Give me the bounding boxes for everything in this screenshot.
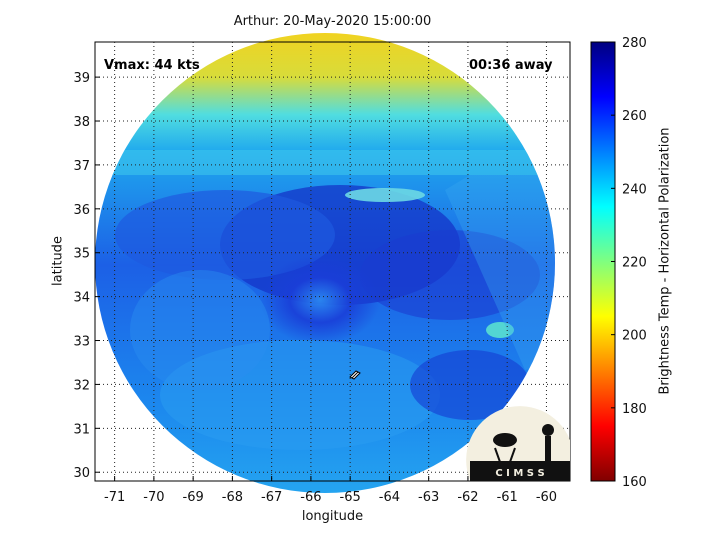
x-axis-ticks: -71 -70 -69 -68 -67 -66 -65 -64 -63 -62 -61 -60 <box>104 476 557 505</box>
y-tick-label: 38 <box>73 115 90 130</box>
vmax-label: Vmax: 44 kts <box>104 58 200 73</box>
y-axis-label: latitude <box>50 236 66 286</box>
x-tick-label: -61 <box>497 490 518 505</box>
colorbar-tick-label: 160 <box>622 475 647 490</box>
y-tick-label: 36 <box>73 203 90 218</box>
y-tick-label: 31 <box>73 422 90 437</box>
colorbar-ticks: 160 180 200 220 240 260 280 <box>611 36 647 490</box>
colorbar-label: Brightness Temp - Horizontal Polarizatio… <box>657 127 673 395</box>
x-tick-label: -67 <box>261 490 282 505</box>
y-tick-label: 30 <box>73 466 90 481</box>
x-tick-label: -69 <box>183 490 204 505</box>
y-tick-label: 39 <box>73 71 90 86</box>
y-tick-label: 32 <box>73 378 90 393</box>
colorbar-tick-label: 180 <box>622 402 647 417</box>
colorbar-tick-label: 260 <box>622 109 647 124</box>
y-axis-ticks: 30 31 32 33 34 35 36 37 38 39 <box>73 71 100 481</box>
x-tick-label: -60 <box>536 490 557 505</box>
colorbar-tick-label: 200 <box>622 329 647 344</box>
cimss-logo: C I M S S <box>466 406 570 481</box>
figure-title: Arthur: 20-May-2020 15:00:00 <box>233 14 432 29</box>
storm-center-icon <box>349 370 361 380</box>
x-tick-label: -68 <box>222 490 243 505</box>
y-tick-label: 33 <box>73 335 90 350</box>
x-tick-label: -64 <box>379 490 400 505</box>
cimss-logo-text: C I M S S <box>495 468 544 479</box>
x-tick-label: -62 <box>457 490 478 505</box>
y-tick-label: 35 <box>73 247 90 262</box>
colorbar-tick-label: 280 <box>622 36 647 51</box>
time-away-label: 00:36 away <box>469 58 553 73</box>
colorbar-tick-label: 220 <box>622 256 647 271</box>
x-tick-label: -70 <box>143 490 164 505</box>
x-tick-label: -65 <box>340 490 361 505</box>
x-axis-label: longitude <box>301 509 364 524</box>
y-tick-label: 34 <box>73 291 90 306</box>
y-tick-label: 37 <box>73 159 90 174</box>
x-tick-label: -71 <box>104 490 125 505</box>
x-tick-label: -63 <box>418 490 439 505</box>
colorbar-tick-label: 240 <box>622 182 647 197</box>
x-tick-label: -66 <box>300 490 321 505</box>
microwave-swath <box>95 33 555 493</box>
plot-axes <box>94 41 571 482</box>
